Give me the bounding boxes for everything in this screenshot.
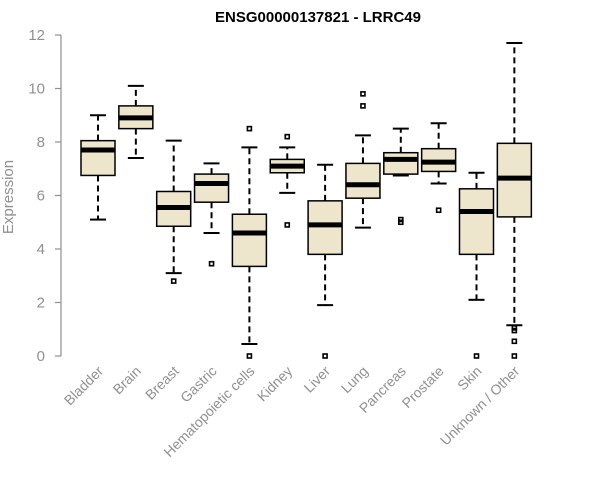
chart-title: ENSG00000137821 - LRRC49 — [215, 9, 421, 26]
y-tick-label: 6 — [37, 188, 45, 205]
outlier-point — [170, 278, 177, 284]
box-iqr — [193, 173, 230, 203]
box-iqr — [345, 162, 381, 199]
box-group — [307, 163, 343, 359]
y-tick-label: 10 — [28, 81, 45, 98]
outlier-point — [511, 353, 518, 359]
box-group — [458, 171, 495, 359]
outlier-point — [246, 353, 253, 359]
box-iqr — [383, 151, 419, 175]
x-tick-label: Liver — [300, 363, 333, 396]
box-iqr — [80, 139, 116, 177]
box-group — [269, 133, 305, 228]
y-tick-label: 0 — [37, 348, 45, 365]
outlier-point — [246, 125, 253, 132]
box-iqr — [231, 213, 268, 268]
outlier-point — [284, 133, 291, 140]
x-tick-label: Brain — [110, 363, 144, 397]
x-tick-label: Bladder — [61, 363, 107, 409]
box-group — [496, 42, 533, 359]
outlier-point — [511, 327, 518, 334]
y-tick-label: 4 — [37, 241, 45, 258]
box-group — [193, 162, 230, 267]
outlier-point — [360, 103, 366, 109]
box-group — [420, 122, 457, 214]
outlier-point — [473, 353, 480, 359]
box-group — [118, 84, 154, 160]
outlier-point — [435, 207, 442, 214]
box-group — [231, 125, 268, 359]
y-tick-label: 8 — [37, 134, 45, 151]
outlier-point — [511, 338, 518, 345]
box-group — [80, 114, 116, 221]
box-group — [155, 139, 192, 284]
boxes-layer — [80, 42, 533, 359]
outlier-point — [284, 222, 291, 228]
outlier-point — [360, 91, 366, 97]
box-group — [345, 91, 381, 229]
y-tick-label: 12 — [28, 27, 45, 44]
y-tick-label: 2 — [37, 295, 45, 312]
box-group — [383, 127, 419, 226]
y-axis: 0 2 4 6 8 10 12 — [28, 27, 62, 365]
x-tick-label: Kidney — [254, 363, 296, 405]
box-iqr — [307, 200, 343, 256]
x-tick-label: Skin — [454, 363, 485, 394]
outlier-point — [208, 260, 215, 267]
x-tick-label: Lung — [338, 363, 371, 396]
x-tick-label: Breast — [142, 363, 182, 403]
box-iqr — [458, 188, 495, 256]
y-axis-label: Expression — [0, 160, 17, 234]
outlier-point — [397, 216, 404, 223]
x-tick-label: Prostate — [399, 363, 447, 411]
outlier-point — [322, 353, 328, 359]
